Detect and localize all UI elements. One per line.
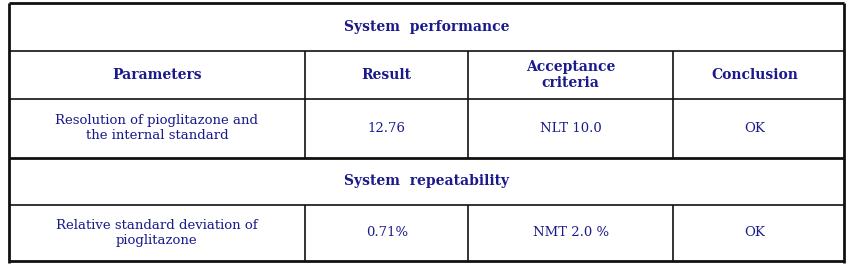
Text: Result: Result [361, 68, 412, 82]
Bar [672, 51, 835, 99]
Bar [9, 99, 305, 158]
Bar [468, 205, 672, 261]
Text: System  repeatability: System repeatability [343, 174, 509, 188]
Text: 0.71%: 0.71% [366, 226, 407, 239]
Text: Acceptance
criteria: Acceptance criteria [526, 60, 614, 90]
Text: OK: OK [743, 122, 764, 135]
Bar [672, 205, 835, 261]
Bar [672, 99, 835, 158]
Bar [305, 99, 468, 158]
Text: Conclusion: Conclusion [711, 68, 797, 82]
Text: Parameters: Parameters [112, 68, 201, 82]
Bar [9, 51, 305, 99]
Text: OK: OK [743, 226, 764, 239]
Bar [9, 158, 843, 205]
Text: System  performance: System performance [343, 20, 509, 34]
Bar [468, 99, 672, 158]
Text: 12.76: 12.76 [367, 122, 406, 135]
Bar [305, 51, 468, 99]
Bar [9, 3, 843, 51]
Bar [305, 205, 468, 261]
Text: Relative standard deviation of
pioglitazone: Relative standard deviation of pioglitaz… [56, 219, 257, 247]
Text: Resolution of pioglitazone and
the internal standard: Resolution of pioglitazone and the inter… [55, 114, 258, 142]
Bar [468, 51, 672, 99]
Text: NMT 2.0 %: NMT 2.0 % [532, 226, 608, 239]
Bar [9, 205, 305, 261]
Text: NLT 10.0: NLT 10.0 [539, 122, 601, 135]
